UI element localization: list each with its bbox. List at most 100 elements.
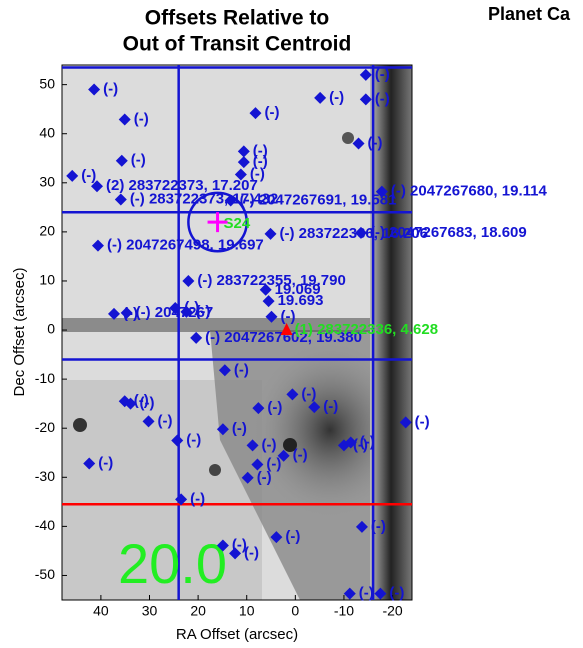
star-label: (-) xyxy=(250,165,265,182)
star-marker xyxy=(352,137,365,150)
star-label: (-) xyxy=(134,110,149,127)
star-marker xyxy=(91,180,103,193)
star-label: 19.693 xyxy=(278,292,324,309)
star-marker xyxy=(180,305,193,318)
star-marker xyxy=(277,449,290,462)
star-marker xyxy=(314,91,327,104)
star-label: (-) xyxy=(98,455,113,472)
star-marker xyxy=(249,107,262,120)
star-label: (-) xyxy=(267,399,282,416)
star-label: (-) xyxy=(158,412,173,429)
star-marker xyxy=(270,531,283,544)
star-label: (-) xyxy=(134,392,149,409)
centroid-label: S24 xyxy=(224,215,251,232)
star-label: (-) 283722355, 19.790 xyxy=(197,272,345,289)
star-marker xyxy=(262,295,275,308)
star-marker xyxy=(234,168,247,181)
target-marker xyxy=(280,323,293,336)
star-marker xyxy=(374,587,387,600)
star-label: (-) 2047267602, 19.380 xyxy=(205,329,362,346)
star-label: (-) xyxy=(368,135,383,152)
star-marker xyxy=(124,397,137,410)
star-label: (-) xyxy=(253,142,268,159)
y-tick-label: -40 xyxy=(35,517,55,533)
plot-frame xyxy=(61,64,413,601)
star-marker xyxy=(237,145,250,158)
sky-image xyxy=(62,65,412,600)
star-label: (-) xyxy=(389,585,404,602)
star-label: (-) xyxy=(266,456,281,473)
star-marker xyxy=(190,331,203,344)
star-label: (-) xyxy=(190,490,205,507)
x-tick-label: -20 xyxy=(382,603,402,619)
star-marker xyxy=(66,169,79,182)
x-tick-label: 40 xyxy=(93,603,109,619)
star-label: (-) xyxy=(257,469,272,486)
star-marker xyxy=(229,547,242,560)
star-label: (-) xyxy=(140,395,155,412)
star-marker xyxy=(91,239,104,252)
chart-title: Offsets Relative to xyxy=(145,7,329,30)
star-label: (-) 283722373, 17.432 xyxy=(130,190,278,207)
star-label: (-) xyxy=(285,528,300,545)
y-tick-label: -20 xyxy=(35,419,55,435)
x-tick-label: 0 xyxy=(291,603,299,619)
star-label: (-) xyxy=(360,433,375,450)
star-marker xyxy=(343,587,356,600)
star-label: (-) xyxy=(301,385,316,402)
star-marker xyxy=(108,307,121,320)
y-tick-label: 50 xyxy=(39,75,55,91)
star-label: (-) 2047267498, 19.697 xyxy=(107,237,264,254)
star-marker xyxy=(252,402,265,415)
star-label: (-) xyxy=(232,420,247,437)
star-marker xyxy=(265,310,278,323)
y-tick-label: -10 xyxy=(35,370,55,386)
star-label: (-) 283722366, 16.206 xyxy=(280,225,428,242)
star-marker xyxy=(259,283,272,296)
star-label: (-) xyxy=(353,436,368,453)
header: Planet Ca xyxy=(488,4,571,24)
star-label: 19.069 xyxy=(275,281,321,298)
x-tick-label: -10 xyxy=(334,603,354,619)
star-label: (-) xyxy=(415,413,430,430)
star-marker xyxy=(218,364,231,377)
star-label: (-) xyxy=(262,436,277,453)
star-marker xyxy=(359,68,372,81)
star-marker xyxy=(175,493,188,506)
x-tick-label: 20 xyxy=(190,603,206,619)
star-marker xyxy=(355,520,368,533)
star-label: (-) xyxy=(234,361,249,378)
star-marker xyxy=(359,93,372,106)
star-label: (-) xyxy=(375,66,390,83)
star-label: (-) xyxy=(359,585,374,602)
star-marker xyxy=(83,457,96,470)
star-marker xyxy=(142,415,155,428)
y-tick-label: 40 xyxy=(39,124,55,140)
star-marker xyxy=(216,539,229,552)
star-label: (-) xyxy=(293,447,308,464)
y-tick-label: 10 xyxy=(39,272,55,288)
star-marker xyxy=(224,194,237,207)
star-marker xyxy=(120,306,133,319)
y-tick-label: 0 xyxy=(47,321,55,337)
star-label: (-) xyxy=(103,81,118,98)
star-marker xyxy=(344,436,357,449)
star-label: (-) xyxy=(81,167,96,184)
star-label: (-) xyxy=(131,152,146,169)
x-tick-label: 10 xyxy=(239,603,255,619)
y-tick-label: -50 xyxy=(35,566,55,582)
star-marker xyxy=(286,388,299,401)
star-marker xyxy=(182,274,195,287)
star-label: (-) xyxy=(244,544,259,561)
star-marker xyxy=(241,471,254,484)
magnitude: 20.0 xyxy=(118,532,227,595)
star-label: (-) xyxy=(253,153,268,170)
star-label: (-) xyxy=(281,308,296,325)
star-label: (-) xyxy=(375,90,390,107)
star-marker xyxy=(118,113,131,126)
y-axis-label: Dec Offset (arcsec) xyxy=(11,268,28,397)
star-marker xyxy=(264,227,277,240)
x-tick-label: 30 xyxy=(142,603,158,619)
